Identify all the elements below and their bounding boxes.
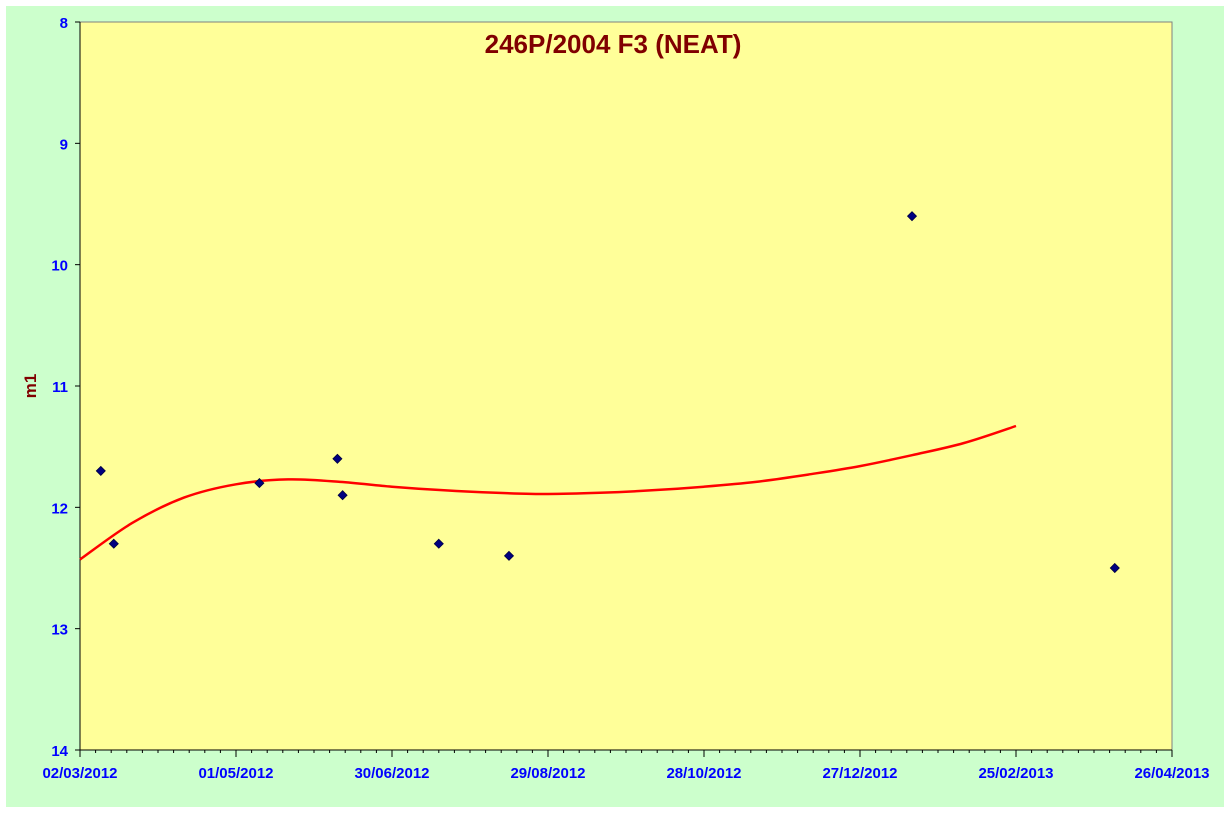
- x-tick-label: 26/04/2013: [1134, 765, 1209, 782]
- data-point: [906, 211, 918, 222]
- x-tick-label: 01/05/2012: [198, 765, 273, 782]
- y-tick-label: 9: [60, 136, 68, 153]
- x-tick-label: 27/12/2012: [822, 765, 897, 782]
- x-tick-label: 25/02/2013: [978, 765, 1053, 782]
- x-tick-label: 02/03/2012: [42, 765, 117, 782]
- y-tick-label: 11: [52, 379, 68, 396]
- y-axis-label: m1: [21, 374, 40, 399]
- x-tick-label: 30/06/2012: [354, 765, 429, 782]
- x-tick-label: 28/10/2012: [666, 765, 741, 782]
- x-tick-label: 29/08/2012: [510, 765, 585, 782]
- data-point: [254, 478, 265, 489]
- axes: 8 9 10 11 12 13 14 02/03/2012 01/05/2012 30/06/20…: [42, 15, 1209, 782]
- data-point: [332, 453, 343, 464]
- y-tick-label: 10: [51, 258, 68, 275]
- data-points-layer: [95, 211, 1120, 574]
- data-point: [433, 538, 444, 549]
- fit-curve-line: [79, 424, 1017, 561]
- fit-curve-layer: [79, 424, 1017, 561]
- chart-title: 246P/2004 F3 (NEAT): [485, 29, 742, 59]
- data-point: [95, 465, 106, 476]
- data-point: [1109, 562, 1120, 574]
- y-tick-label: 13: [51, 622, 68, 639]
- plot-area: [79, 21, 1173, 751]
- data-point: [108, 538, 119, 549]
- y-tick-label: 12: [51, 500, 68, 517]
- y-tick-label: 14: [51, 743, 68, 760]
- data-point: [337, 490, 348, 501]
- data-point: [503, 550, 515, 561]
- y-tick-label: 8: [60, 15, 68, 32]
